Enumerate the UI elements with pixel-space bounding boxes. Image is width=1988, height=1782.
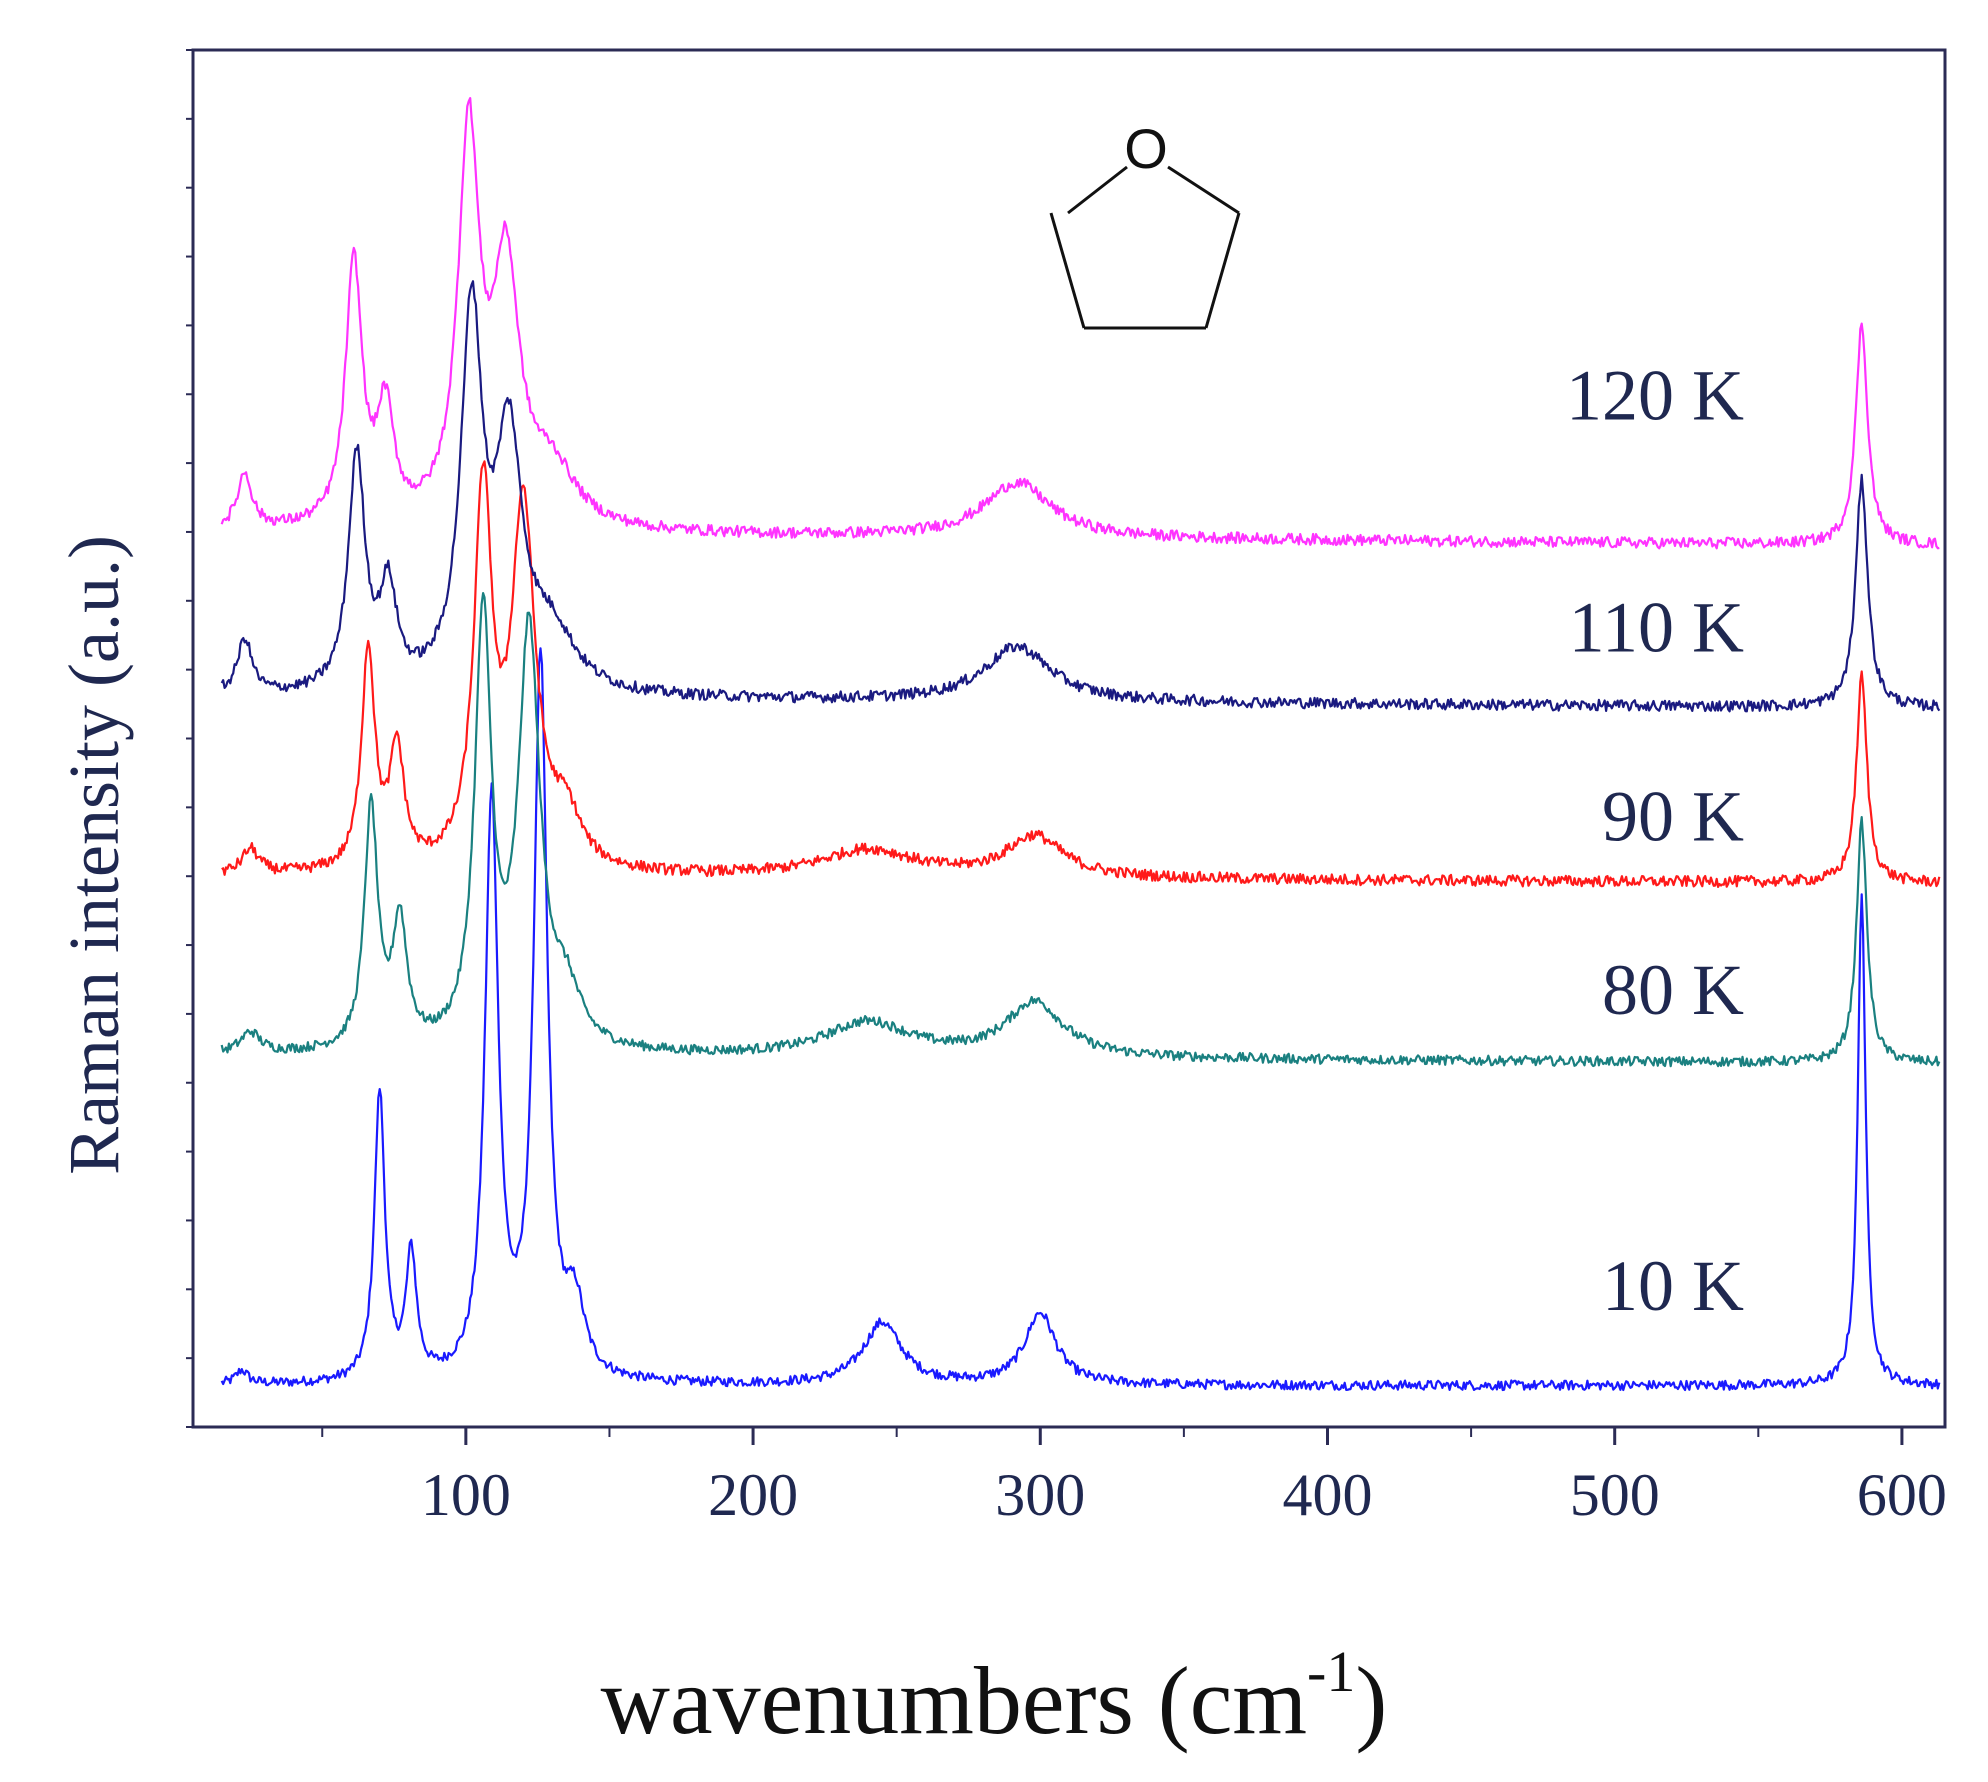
- y-axis-label: Raman intensity (a.u.): [54, 535, 134, 1175]
- x-axis-label-main: wavenumbers (cm: [601, 1647, 1307, 1754]
- series-line-120k: [220, 97, 1940, 550]
- ring-bond: [1049, 212, 1086, 329]
- x-axis-label: wavenumbers (cm-1): [601, 1639, 1388, 1754]
- thf-molecule-inset: O: [1049, 117, 1241, 330]
- x-axis-label-close: ): [1355, 1647, 1387, 1754]
- series-line-90k: [221, 460, 1941, 888]
- oxygen-atom-label: O: [1124, 117, 1168, 180]
- series-label: 90 K: [1602, 777, 1744, 857]
- ring-bond: [1204, 212, 1241, 329]
- x-axis-ticks: 100 200 300 400 500 600: [321, 1427, 1947, 1528]
- x-tick-label: 400: [1282, 1462, 1372, 1528]
- series-line-80k: [220, 592, 1941, 1068]
- x-tick-label: 600: [1857, 1462, 1947, 1528]
- x-tick-label: 200: [708, 1462, 798, 1528]
- ring-bond: [1167, 165, 1240, 215]
- x-tick-label: 500: [1570, 1462, 1660, 1528]
- x-tick-label: 100: [421, 1462, 511, 1528]
- series-line-10k: [220, 647, 1941, 1392]
- series-label: 120 K: [1566, 356, 1744, 436]
- series-label: 80 K: [1602, 950, 1744, 1030]
- series-label: 10 K: [1602, 1246, 1744, 1326]
- series-labels: 120 K 110 K 90 K 80 K 10 K: [1566, 356, 1744, 1326]
- y-axis-ticks: [186, 49, 193, 1428]
- ring-bond: [1067, 165, 1128, 215]
- x-axis-label-sup: -1: [1307, 1639, 1355, 1704]
- x-tick-label: 300: [995, 1462, 1085, 1528]
- series-layer: [220, 97, 1941, 1392]
- series-label: 110 K: [1569, 587, 1744, 667]
- series-line-110k: [220, 280, 1941, 713]
